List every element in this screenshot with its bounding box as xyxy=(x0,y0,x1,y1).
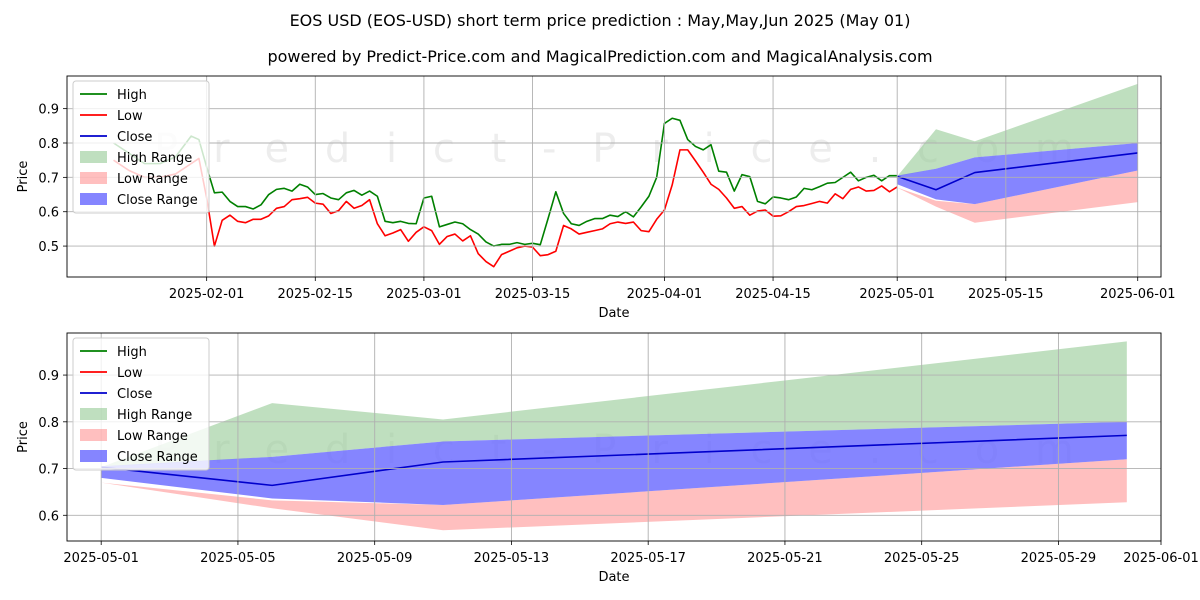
x-tick-label: 2025-05-13 xyxy=(474,551,550,566)
chart-panel-top: Predict-Price.com2025-02-012025-02-15202… xyxy=(16,75,1176,321)
legend-label-low-range: Low Range xyxy=(117,429,188,444)
x-tick-label: 2025-05-01 xyxy=(63,551,139,566)
legend-label-low-range: Low Range xyxy=(117,172,188,187)
band-low-range xyxy=(101,459,1127,531)
x-tick-label: 2025-03-01 xyxy=(386,287,462,302)
chart-title: EOS USD (EOS-USD) short term price predi… xyxy=(290,11,911,30)
x-tick-label: 2025-05-01 xyxy=(859,287,935,302)
x-tick-label: 2025-05-17 xyxy=(610,551,686,566)
x-tick-label: 2025-05-29 xyxy=(1021,551,1097,566)
band-high-range xyxy=(101,341,1127,468)
x-tick-label: 2025-04-01 xyxy=(627,287,703,302)
legend-label-close-range: Close Range xyxy=(117,450,198,465)
y-tick-label: 0.7 xyxy=(38,463,59,478)
band-close-range xyxy=(897,143,1138,205)
y-tick-label: 0.6 xyxy=(38,206,59,221)
x-tick-label: 2025-05-25 xyxy=(884,551,960,566)
x-tick-label: 2025-05-05 xyxy=(200,551,276,566)
legend-swatch-close-range xyxy=(80,450,107,462)
x-tick-label: 2025-06-01 xyxy=(1123,551,1199,566)
y-tick-label: 0.8 xyxy=(38,416,59,431)
legend-label-high: High xyxy=(117,345,147,360)
y-tick-label: 0.5 xyxy=(38,240,59,255)
chart-subtitle: powered by Predict-Price.com and Magical… xyxy=(267,47,932,66)
x-axis-label: Date xyxy=(598,570,629,585)
plot-frame xyxy=(66,75,1162,278)
x-tick-label: 2025-06-01 xyxy=(1100,287,1176,302)
band-low-range xyxy=(897,170,1138,223)
y-tick-label: 0.9 xyxy=(38,369,59,384)
x-axis-label: Date xyxy=(598,306,629,321)
band-close-range xyxy=(101,421,1127,506)
legend-label-high: High xyxy=(117,88,147,103)
x-tick-label: 2025-05-21 xyxy=(747,551,823,566)
band-high-range xyxy=(897,83,1138,177)
legend-swatch-low-range xyxy=(80,429,107,441)
legend-label-low: Low xyxy=(117,366,143,381)
legend-label-high-range: High Range xyxy=(117,151,192,166)
legend-swatch-high-range xyxy=(80,408,107,420)
legend-swatch-close-range xyxy=(80,193,107,205)
legend-label-close: Close xyxy=(117,387,152,402)
x-tick-label: 2025-03-15 xyxy=(495,287,571,302)
y-tick-label: 0.7 xyxy=(38,171,59,186)
x-tick-label: 2025-04-15 xyxy=(735,287,811,302)
legend-label-low: Low xyxy=(117,109,143,124)
y-tick-label: 0.8 xyxy=(38,137,59,152)
plot-frame xyxy=(66,332,1162,542)
x-tick-label: 2025-02-15 xyxy=(278,287,354,302)
x-tick-label: 2025-05-15 xyxy=(968,287,1044,302)
y-axis-label: Price xyxy=(16,161,31,193)
legend-label-high-range: High Range xyxy=(117,408,192,423)
series-line-close xyxy=(896,152,1138,191)
x-tick-label: 2025-02-01 xyxy=(169,287,245,302)
chart-panel-bottom: Predict-Price.com2025-05-012025-05-05202… xyxy=(16,332,1199,585)
legend-label-close-range: Close Range xyxy=(117,193,198,208)
y-tick-label: 0.9 xyxy=(38,103,59,118)
y-tick-label: 0.6 xyxy=(38,509,59,524)
y-axis-label: Price xyxy=(16,421,31,453)
x-tick-label: 2025-05-09 xyxy=(337,551,413,566)
legend-swatch-high-range xyxy=(80,151,107,163)
legend-label-close: Close xyxy=(117,130,152,145)
legend-swatch-low-range xyxy=(80,172,107,184)
